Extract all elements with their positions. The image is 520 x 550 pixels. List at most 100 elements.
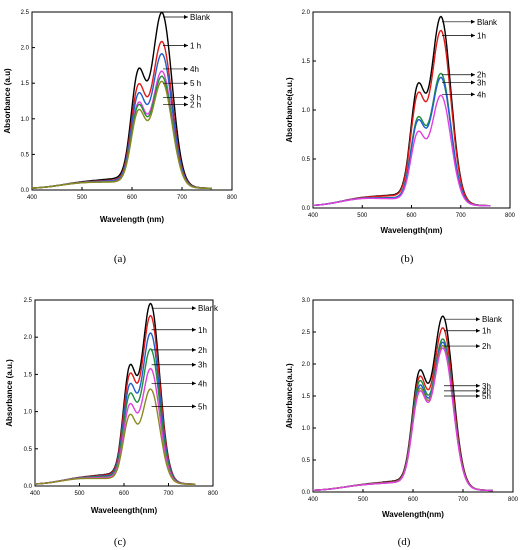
legend-label-1h: 1h: [477, 32, 486, 41]
series-line-1h: [312, 29, 491, 207]
legend-label-2h: 2h: [477, 71, 486, 80]
legend-arrowhead: [192, 362, 196, 367]
legend-arrowhead: [184, 81, 188, 86]
plot-frame: [31, 11, 233, 191]
series-line-4h: [312, 344, 493, 492]
plot-frame: [312, 11, 511, 209]
x-tick-label: 700: [458, 497, 469, 503]
series-line-1-h: [31, 40, 212, 189]
chart-panel-c: 400 500 600 700 800 0.0 0.5 1.0 1.5 2.0 2.5 Wavelee…: [5, 298, 219, 515]
legend-arrowhead: [476, 383, 480, 388]
y-tick-label: 1.0: [302, 426, 311, 432]
panel-caption-c: (c): [114, 536, 127, 548]
x-tick-label: 500: [357, 213, 368, 219]
series-line-4h: [312, 94, 491, 207]
legend-arrowhead: [476, 394, 480, 398]
series-line-2h: [312, 338, 494, 492]
legend-label-3h: 3h: [477, 79, 486, 88]
legend-arrowhead: [184, 66, 188, 71]
chart-panel-d: 400 500 600 700 800 0.0 0.5 1.0 1.5 2.0 2.5 3.0 Wave…: [285, 298, 519, 519]
y-tick-label: 1.0: [21, 117, 30, 123]
legend-label-4h: 4h: [190, 65, 199, 74]
legend-arrowhead: [471, 33, 475, 38]
legend-arrowhead: [476, 317, 480, 322]
legend-arrowhead: [476, 328, 480, 333]
y-tick-label: 1.5: [21, 81, 30, 87]
series-line-blank: [34, 302, 196, 485]
y-tick-label: 2.0: [302, 362, 311, 368]
x-tick-label: 600: [406, 213, 417, 219]
legend-label-5h: 5h: [482, 392, 491, 401]
y-tick-label: 0.0: [302, 206, 311, 212]
x-tick-label: 400: [27, 195, 38, 201]
legend-arrowhead: [184, 43, 188, 48]
panel-caption-a: (a): [114, 253, 127, 265]
legend-label-1h: 1h: [198, 326, 207, 335]
legend-label-4h: 4h: [482, 387, 491, 396]
y-tick-label: 0.5: [302, 157, 311, 163]
x-tick-label: 600: [127, 195, 138, 201]
legend-arrowhead: [476, 388, 480, 393]
legend-arrowhead: [192, 327, 196, 332]
series-line-2h: [34, 332, 196, 485]
legend-arrowhead: [184, 102, 188, 107]
series-line-2-h: [31, 80, 212, 190]
legend-arrowhead: [471, 19, 475, 24]
series-line-blank: [312, 15, 491, 207]
legend-label-3h: 3h: [198, 361, 207, 370]
x-tick-label: 400: [308, 497, 319, 503]
chart-panel-a: 400 500 600 700 800 0.0 0.5 1.0 1.5 2.0 2.5 Wavelen…: [3, 10, 238, 224]
y-tick-label: 1.5: [302, 59, 311, 65]
series-line-3h: [34, 348, 196, 485]
x-tick-label: 400: [30, 491, 41, 497]
x-axis-label: Waveleength(nm): [91, 506, 158, 515]
y-tick-label: 2.5: [24, 298, 33, 304]
panel-caption-b: (b): [401, 253, 414, 265]
series-line-1h: [312, 326, 493, 492]
legend-arrowhead: [476, 344, 480, 349]
y-tick-label: 2.0: [24, 335, 33, 341]
x-tick-label: 700: [177, 195, 188, 201]
y-tick-label: 2.0: [302, 10, 311, 16]
legend-arrowhead: [184, 14, 188, 19]
y-tick-label: 0.5: [302, 458, 311, 464]
y-tick-label: 2.5: [302, 330, 311, 336]
y-tick-label: 2.0: [21, 46, 30, 52]
y-axis-label: Absorbance (a.u): [3, 68, 12, 134]
y-tick-label: 0.5: [21, 152, 30, 158]
y-tick-label: 0.5: [24, 447, 33, 453]
y-tick-label: 1.0: [24, 410, 33, 416]
x-tick-label: 500: [77, 195, 88, 201]
legend-label-5-h: 5 h: [190, 79, 201, 88]
legend-label-2h: 2h: [198, 346, 207, 355]
x-tick-label: 800: [508, 497, 519, 503]
series-line-5h: [312, 347, 493, 492]
x-axis-label: Wavelength(nm): [382, 510, 444, 519]
x-tick-label: 500: [74, 491, 85, 497]
legend-label-5h: 5h: [198, 402, 207, 411]
x-axis-label: Wavelength(nm): [381, 226, 443, 235]
legend-arrowhead: [471, 92, 475, 97]
legend-arrowhead: [192, 404, 196, 409]
legend-label-2-h: 2 h: [190, 101, 201, 110]
legend-label-3h: 3h: [482, 382, 491, 391]
y-tick-label: 1.5: [302, 394, 311, 400]
y-tick-label: 3.0: [302, 298, 311, 304]
legend-arrowhead: [192, 347, 196, 352]
x-tick-label: 600: [119, 491, 130, 497]
x-tick-label: 700: [163, 491, 174, 497]
panel-caption-d: (d): [398, 536, 411, 548]
series-line-blank: [312, 315, 493, 492]
x-axis-label: Wavelength (nm): [100, 215, 164, 224]
legend-arrowhead: [471, 72, 475, 77]
series-line-3h: [312, 341, 494, 492]
legend-label-blank: Blank: [198, 304, 219, 313]
legend-label-4h: 4h: [198, 379, 207, 388]
legend-label-1h: 1h: [482, 327, 491, 336]
legend-label-blank: Blank: [190, 13, 211, 22]
y-tick-label: 0.0: [24, 484, 33, 490]
x-tick-label: 500: [358, 497, 369, 503]
legend-label-blank: Blank: [482, 315, 503, 324]
legend-arrowhead: [184, 95, 188, 100]
